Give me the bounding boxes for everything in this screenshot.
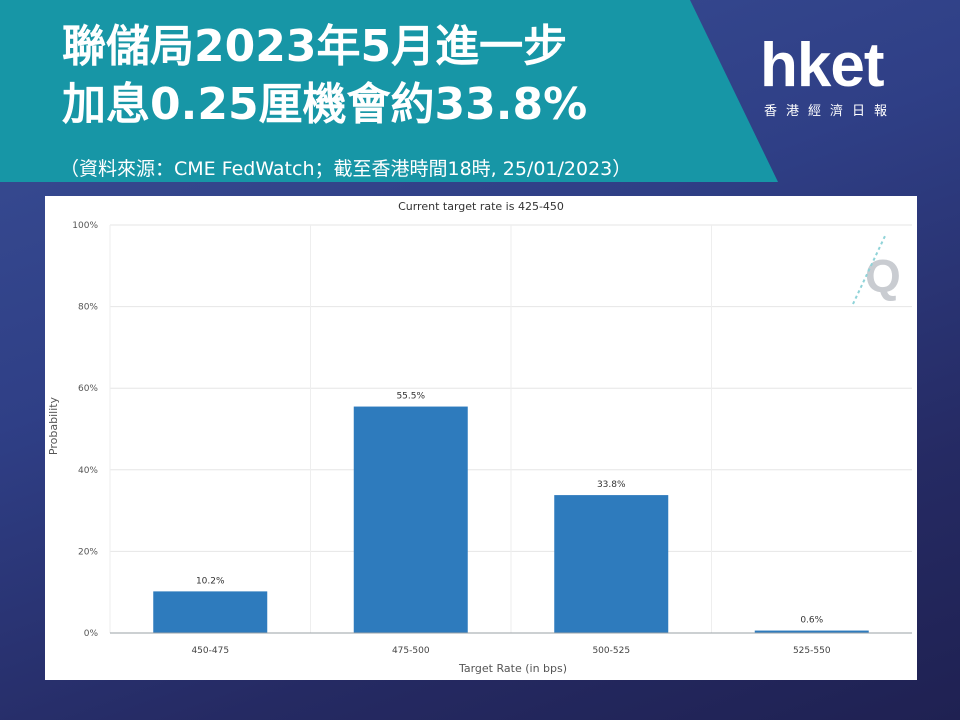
bar-450-475 [153, 591, 268, 633]
headline: 聯儲局2023年5月進一步 加息0.25厘機會約33.8% [62, 18, 587, 134]
y-tick-label: 40% [78, 466, 98, 476]
header-banner: 聯儲局2023年5月進一步 加息0.25厘機會約33.8% （資料來源：CME … [0, 0, 960, 182]
grid-lines [109, 224, 912, 634]
data-labels: 10.2% 55.5% 33.8% 0.6% [196, 392, 824, 626]
bar-chart: 0% 20% 40% 60% 80% 100% Q 10.2% 55.5% 33.8% 0.6%… [47, 200, 912, 675]
bar-series [153, 406, 869, 633]
headline-line-2: 加息0.25厘機會約33.8% [62, 79, 588, 130]
data-label-450-475: 10.2% [196, 576, 225, 586]
y-tick-label: 80% [78, 303, 98, 313]
q-logo-icon: Q [852, 235, 901, 305]
chart-title: Current target rate is 425-450 [398, 200, 564, 213]
banner-shape [0, 0, 778, 182]
source-note: （資料來源：CME FedWatch；截至香港時間18時, 25/01/2023… [60, 158, 632, 180]
x-tick-label-450-475: 450-475 [191, 646, 229, 656]
data-label-475-500: 55.5% [396, 392, 425, 402]
x-axis-label: Target Rate (in bps) [458, 662, 567, 675]
bar-525-550 [754, 630, 869, 633]
headline-line-1: 聯儲局2023年5月進一步 [62, 21, 568, 72]
y-tick-label: 0% [84, 629, 99, 639]
data-label-500-525: 33.8% [597, 480, 626, 490]
bar-500-525 [554, 495, 669, 633]
y-tick-label: 100% [72, 221, 98, 231]
bar-475-500 [353, 406, 468, 633]
x-tick-label-475-500: 475-500 [392, 646, 430, 656]
y-axis-label: Probability [47, 396, 60, 455]
y-tick-labels: 0% 20% 40% 60% 80% 100% [72, 221, 98, 639]
y-tick-label: 60% [78, 384, 98, 394]
hket-logo: hket 香港經濟日報 [760, 31, 920, 120]
logo-tagline: 香港經濟日報 [764, 104, 897, 119]
x-tick-label-525-550: 525-550 [793, 646, 831, 656]
y-tick-label: 20% [78, 547, 98, 557]
x-tick-labels: 450-475 475-500 500-525 525-550 [191, 646, 830, 656]
x-tick-label-500-525: 500-525 [592, 646, 630, 656]
chart-panel: 0% 20% 40% 60% 80% 100% Q 10.2% 55.5% 33.8% 0.6%… [45, 196, 917, 680]
data-label-525-550: 0.6% [800, 616, 823, 626]
svg-text:Q: Q [865, 250, 901, 302]
logo-wordmark: hket [760, 31, 884, 100]
